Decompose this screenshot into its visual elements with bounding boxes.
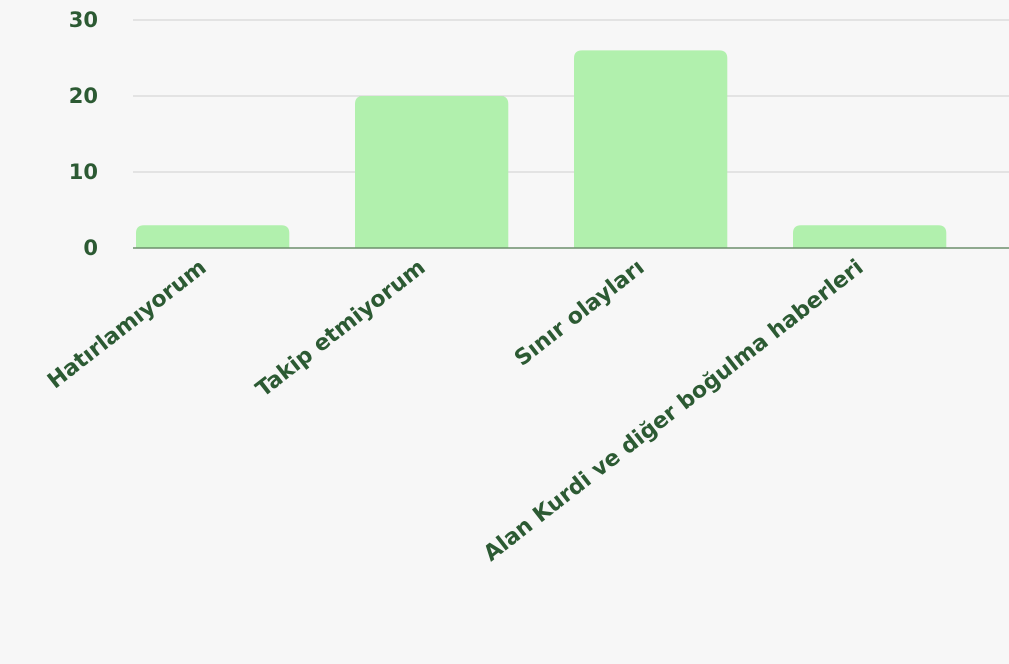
- y-tick-label: 10: [69, 160, 98, 184]
- x-category-label: Hatırlamıyorum: [43, 255, 211, 394]
- y-tick-label: 20: [69, 84, 98, 108]
- bar: [574, 50, 728, 249]
- y-tick-label: 30: [69, 8, 98, 32]
- bars: [136, 50, 947, 249]
- x-category-label: Alan Kurdi ve diğer boğulma haberleri: [479, 255, 868, 567]
- x-axis-category-labels: Hatırlamıyorum Takip etmiyorum Sınır olayl…: [43, 255, 868, 567]
- bar: [355, 96, 509, 248]
- x-category-label: Takip etmiyorum: [252, 255, 431, 402]
- gridlines: [133, 19, 1009, 173]
- y-axis-ticks: 0 10 20 30: [69, 8, 98, 260]
- bar: [136, 225, 290, 248]
- bar: [793, 225, 947, 248]
- x-category-label: Sınır olayları: [510, 255, 649, 371]
- y-tick-label: 0: [83, 236, 98, 260]
